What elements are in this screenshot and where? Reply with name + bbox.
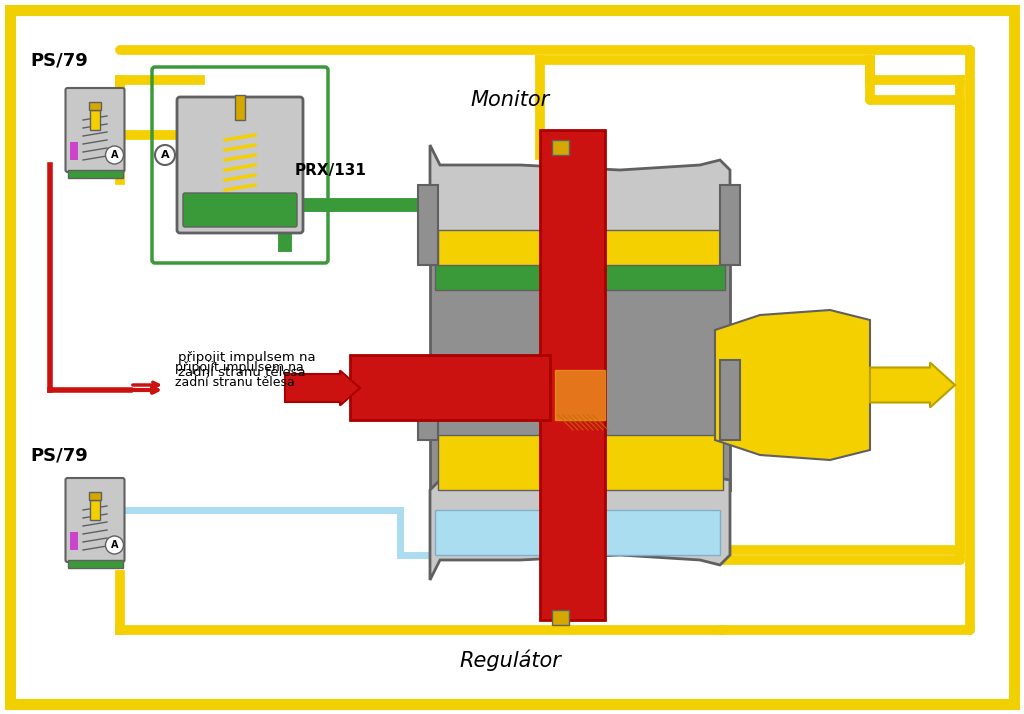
Bar — [418, 360, 438, 440]
Polygon shape — [430, 145, 730, 255]
Text: A: A — [111, 150, 118, 160]
FancyBboxPatch shape — [435, 235, 725, 290]
Text: A: A — [111, 540, 118, 550]
Bar — [89, 102, 101, 110]
Bar — [540, 130, 605, 620]
Text: PS/79: PS/79 — [30, 446, 88, 464]
Bar — [234, 95, 245, 120]
Circle shape — [105, 536, 124, 554]
FancyBboxPatch shape — [350, 355, 550, 420]
FancyBboxPatch shape — [177, 97, 303, 233]
FancyBboxPatch shape — [66, 88, 125, 172]
Bar — [70, 532, 78, 550]
Text: A: A — [161, 150, 169, 160]
Bar — [552, 140, 569, 155]
FancyBboxPatch shape — [438, 230, 723, 265]
FancyBboxPatch shape — [438, 435, 723, 490]
FancyBboxPatch shape — [183, 193, 297, 227]
Text: Monitor: Monitor — [470, 90, 550, 110]
FancyArrow shape — [870, 363, 955, 408]
Text: PRX/131: PRX/131 — [295, 163, 367, 178]
Polygon shape — [430, 470, 730, 580]
Bar — [68, 170, 123, 178]
Bar — [90, 500, 100, 520]
Bar — [720, 360, 740, 440]
Text: připojit impulsem na
zadní stranu tělesa: připojit impulsem na zadní stranu tělesa — [175, 361, 304, 389]
Bar — [68, 560, 123, 568]
FancyBboxPatch shape — [430, 230, 730, 490]
Polygon shape — [715, 310, 870, 460]
Text: připojit impulsem na
zadní stranu tělesa: připojit impulsem na zadní stranu tělesa — [178, 351, 315, 379]
Text: Regulátor: Regulátor — [459, 649, 561, 670]
Bar — [90, 110, 100, 130]
FancyArrow shape — [285, 371, 360, 406]
Bar — [552, 610, 569, 625]
FancyBboxPatch shape — [555, 370, 605, 420]
FancyBboxPatch shape — [66, 478, 125, 562]
Circle shape — [105, 146, 124, 164]
Bar — [70, 142, 78, 160]
Bar — [720, 185, 740, 265]
Bar — [418, 185, 438, 265]
FancyBboxPatch shape — [435, 510, 720, 555]
Circle shape — [155, 145, 175, 165]
Text: PS/79: PS/79 — [30, 51, 88, 69]
Bar — [89, 492, 101, 500]
